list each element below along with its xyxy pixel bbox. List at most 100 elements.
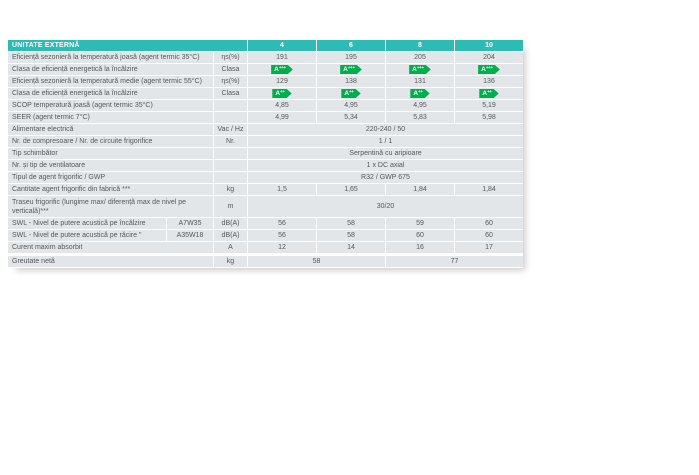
badge-plus-marks: +++ xyxy=(278,65,286,70)
span-value-cell: Serpentină cu aripioare xyxy=(248,148,523,159)
unit-cell: m xyxy=(214,196,247,217)
energy-class-badge: A+++ xyxy=(409,65,431,74)
span-value-cell: 30/20 xyxy=(248,196,523,217)
unit-cell: ηs(%) xyxy=(214,76,247,87)
column-header-6: 6 xyxy=(317,40,385,51)
badge-cell: A+++ xyxy=(317,64,385,75)
row-label: Nr. de compresoare / Nr. de circuite fri… xyxy=(8,136,213,147)
value-cell: 56 xyxy=(248,230,316,241)
value-cell: 195 xyxy=(317,52,385,63)
table-row: SEER (agent termic 7°C) 4,99 5,34 5,83 5,98 xyxy=(8,112,523,123)
row-sublabel: A35W18 xyxy=(167,230,213,241)
row-sublabel: A7W35 xyxy=(167,218,213,229)
table-title: UNITATE EXTERNĂ xyxy=(8,40,247,51)
value-cell: 204 xyxy=(455,52,523,63)
column-header-10: 10 xyxy=(455,40,523,51)
table-row: Nr. de compresoare / Nr. de circuite fri… xyxy=(8,136,523,147)
span-value-cell: 1 / 1 xyxy=(248,136,523,147)
row-label: Traseu frigorific (lungime max/ diferenț… xyxy=(8,196,213,217)
span-value-cell: 1 x DC axial xyxy=(248,160,523,171)
row-label: Nr. și tip de ventilatoare xyxy=(8,160,213,171)
value-cell: 14 xyxy=(317,242,385,253)
unit-cell: ηs(%) xyxy=(214,52,247,63)
unit-cell xyxy=(214,112,247,123)
value-cell: 56 xyxy=(248,218,316,229)
unit-cell xyxy=(214,148,247,159)
value-cell: 191 xyxy=(248,52,316,63)
value-cell: 1,84 xyxy=(386,184,454,195)
value-cell: 129 xyxy=(248,76,316,87)
table-row: Cantitate agent frigorific din fabrică *… xyxy=(8,184,523,195)
value-cell: 1,5 xyxy=(248,184,316,195)
row-label: Tipul de agent frigorific / GWP xyxy=(8,172,213,183)
value-cell: 131 xyxy=(386,76,454,87)
value-cell: 58 xyxy=(317,230,385,241)
value-cell: 59 xyxy=(386,218,454,229)
table-row: Nr. și tip de ventilatoare 1 x DC axial xyxy=(8,160,523,171)
row-label: Eficiență sezonieră la temperatură medie… xyxy=(8,76,213,87)
table-row: Curent maxim absorbit A 12 14 16 17 xyxy=(8,242,523,253)
row-label: Greutate netă xyxy=(8,256,213,267)
table-row: SWL - Nivel de putere acustică pe încălz… xyxy=(8,218,523,229)
energy-class-badge: A++ xyxy=(341,89,360,98)
badge-cell: A+++ xyxy=(455,64,523,75)
value-cell: 1,84 xyxy=(455,184,523,195)
energy-class-badge: A++ xyxy=(479,89,498,98)
unit-cell: kg xyxy=(214,256,247,267)
half-span-value-cell: 58 xyxy=(248,256,385,267)
badge-cell: A+++ xyxy=(248,64,316,75)
span-value-cell: 220-240 / 50 xyxy=(248,124,523,135)
badge-cell: A+++ xyxy=(386,64,454,75)
row-label: SWL - Nivel de putere acustică pe răcire… xyxy=(8,230,166,241)
value-cell: 5,83 xyxy=(386,112,454,123)
value-cell: 60 xyxy=(455,218,523,229)
value-cell: 60 xyxy=(386,230,454,241)
unit-cell xyxy=(214,172,247,183)
unit-cell: dB(A) xyxy=(214,218,247,229)
badge-cell: A++ xyxy=(248,88,316,99)
span-value-cell: R32 / GWP 675 xyxy=(248,172,523,183)
value-cell: 58 xyxy=(317,218,385,229)
half-span-value-cell: 77 xyxy=(386,256,523,267)
badge-cell: A++ xyxy=(317,88,385,99)
table-row: Clasa de eficiență energetică la încălzi… xyxy=(8,64,523,75)
value-cell: 1,65 xyxy=(317,184,385,195)
row-label: Eficiență sezonieră la temperatură joasă… xyxy=(8,52,213,63)
value-cell: 4,99 xyxy=(248,112,316,123)
table-row: Eficiență sezonieră la temperatură joasă… xyxy=(8,52,523,63)
value-cell: 4,95 xyxy=(386,100,454,111)
unit-cell: Clasa xyxy=(214,88,247,99)
badge-cell: A++ xyxy=(455,88,523,99)
value-cell: 138 xyxy=(317,76,385,87)
row-label: Cantitate agent frigorific din fabrică *… xyxy=(8,184,213,195)
energy-class-badge: A+++ xyxy=(340,65,362,74)
value-cell: 5,34 xyxy=(317,112,385,123)
badge-plus-marks: ++ xyxy=(349,89,354,94)
unit-cell xyxy=(214,100,247,111)
table-row: SCOP temperatură joasă (agent termic 35°… xyxy=(8,100,523,111)
value-cell: 12 xyxy=(248,242,316,253)
unit-cell xyxy=(214,160,247,171)
energy-class-badge: A+++ xyxy=(478,65,500,74)
badge-plus-marks: +++ xyxy=(416,65,424,70)
badge-plus-marks: ++ xyxy=(280,89,285,94)
unit-cell: kg xyxy=(214,184,247,195)
value-cell: 5,98 xyxy=(455,112,523,123)
value-cell: 136 xyxy=(455,76,523,87)
table-row: SWL - Nivel de putere acustică pe răcire… xyxy=(8,230,523,241)
value-cell: 5,19 xyxy=(455,100,523,111)
unit-cell: Vac / Hz xyxy=(214,124,247,135)
badge-plus-marks: +++ xyxy=(485,65,493,70)
value-cell: 60 xyxy=(455,230,523,241)
energy-class-badge: A+++ xyxy=(271,65,293,74)
row-label: SCOP temperatură joasă (agent termic 35°… xyxy=(8,100,213,111)
table-header-row: UNITATE EXTERNĂ 4 6 8 10 xyxy=(8,40,523,51)
column-header-8: 8 xyxy=(386,40,454,51)
column-header-4: 4 xyxy=(248,40,316,51)
unit-cell: dB(A) xyxy=(214,230,247,241)
energy-class-badge: A++ xyxy=(272,89,291,98)
row-label: Alimentare electrică xyxy=(8,124,213,135)
unit-cell: A xyxy=(214,242,247,253)
energy-class-badge: A++ xyxy=(410,89,429,98)
row-label: Clasa de eficiență energetică la încălzi… xyxy=(8,88,213,99)
